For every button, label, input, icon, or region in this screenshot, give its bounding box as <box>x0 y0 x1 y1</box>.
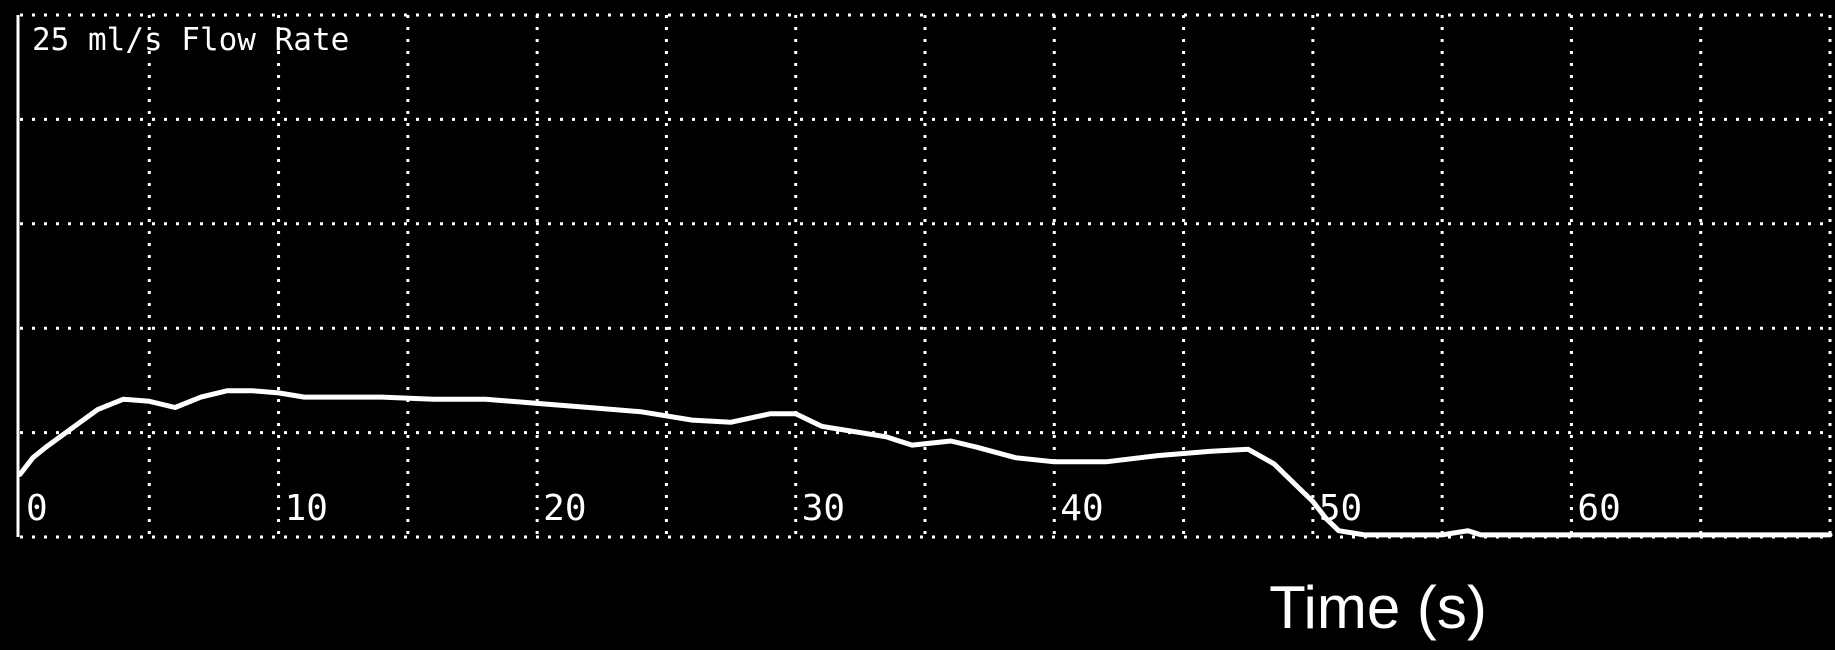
grid-layer <box>20 13 1832 539</box>
x-tick-label: 20 <box>543 488 586 529</box>
series-line <box>17 388 1833 538</box>
x-tick-label: 40 <box>1060 488 1103 529</box>
chart-title: 25 ml/s Flow Rate <box>32 22 349 58</box>
x-tick-label: 0 <box>26 488 48 529</box>
x-tick-label: 60 <box>1577 488 1620 529</box>
x-tick-label: 50 <box>1319 488 1362 529</box>
x-tick-label: 10 <box>285 488 328 529</box>
x-tick-label: 30 <box>802 488 845 529</box>
x-axis-label: Time (s) <box>1269 574 1487 641</box>
x-tick-label-layer: 010203040506070 <box>26 488 1621 529</box>
